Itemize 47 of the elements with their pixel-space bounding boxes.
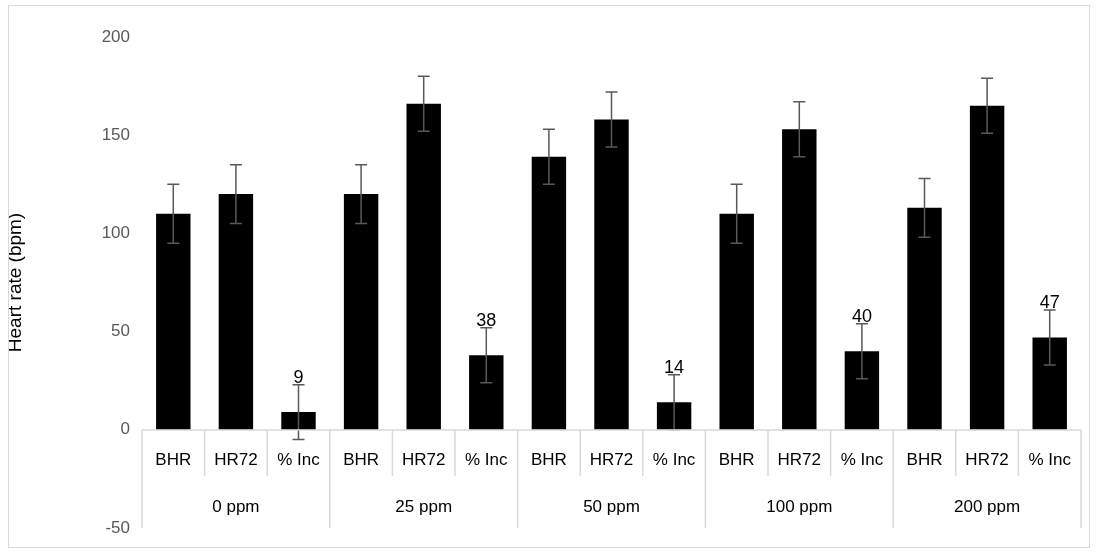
annotation: 0 ppm: [212, 497, 260, 517]
x-tick-label: HR72: [401, 450, 446, 470]
annotation: 25 ppm: [395, 497, 453, 517]
bar: [281, 412, 316, 430]
x-tick-label: HR72: [214, 450, 258, 470]
x-tick-label: BHR: [906, 450, 943, 470]
y-tick-label: 50: [111, 321, 130, 341]
data-label: 40: [851, 305, 872, 326]
data-label: 47: [1039, 291, 1060, 312]
x-tick-label: % Inc: [840, 450, 884, 470]
y-tick-label: 100: [101, 223, 130, 243]
x-tick-label: HR72: [965, 450, 1009, 470]
bar: [594, 119, 629, 430]
data-label: 14: [664, 356, 685, 377]
y-tick-label: 200: [101, 26, 130, 46]
x-tick-label: % Inc: [465, 450, 509, 470]
data-label: 9: [293, 366, 304, 387]
x-tick-label: HR72: [777, 450, 822, 470]
annotation: 200 ppm: [954, 497, 1021, 517]
bar: [343, 194, 379, 430]
bar: [782, 129, 817, 430]
y-tick-label: 0: [120, 419, 130, 439]
bar: [1032, 337, 1067, 430]
annotation: 100 ppm: [766, 497, 833, 517]
x-tick-label: BHR: [155, 450, 192, 470]
bar: [156, 213, 191, 430]
x-tick-label: BHR: [718, 450, 755, 470]
y-tick-label: 150: [101, 124, 130, 144]
bar: [406, 103, 441, 430]
bar: [907, 207, 942, 430]
y-axis-title: Heart rate (bpm): [3, 212, 25, 353]
bar: [531, 156, 567, 430]
annotation: 50 ppm: [583, 497, 640, 517]
x-tick-label: % Inc: [277, 450, 321, 470]
x-tick-label: % Inc: [1028, 450, 1072, 470]
bar: [844, 351, 880, 430]
bar: [218, 194, 254, 430]
y-tick-label: -50: [105, 517, 130, 537]
bar: [719, 213, 754, 430]
x-tick-label: % Inc: [652, 450, 696, 470]
data-label: 38: [476, 309, 497, 330]
bar: [656, 402, 692, 430]
x-tick-label: HR72: [589, 450, 634, 470]
x-tick-label: BHR: [343, 450, 380, 470]
x-tick-label: BHR: [530, 450, 567, 470]
bar: [469, 355, 504, 430]
bar: [969, 105, 1005, 430]
